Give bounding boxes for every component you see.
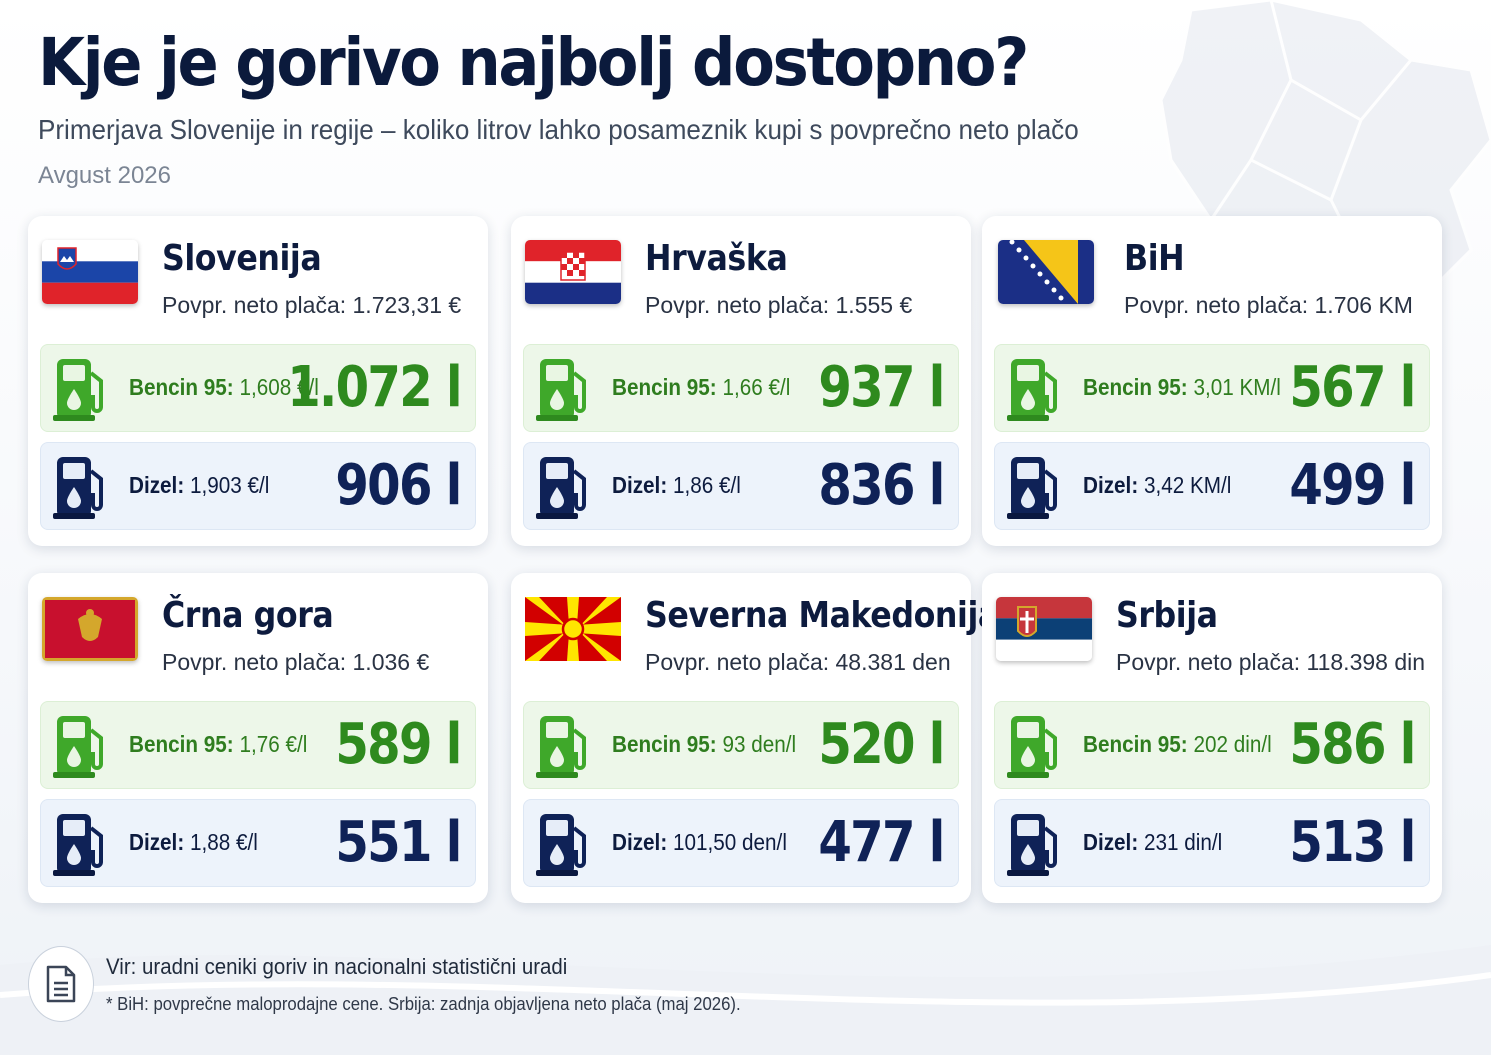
average-salary: Povpr. neto plača: 1.036 € xyxy=(162,649,430,675)
north-macedonia-flag-icon xyxy=(525,597,621,661)
diesel-row: Dizel: 3,42 KM/l 499 l xyxy=(994,442,1430,530)
page-title: Kje je gorivo najbolj dostopno? xyxy=(38,24,1029,101)
fuel-pump-icon xyxy=(1007,359,1057,421)
header: Kje je gorivo najbolj dostopno? Primerja… xyxy=(38,22,1157,190)
petrol-liters: 520 l xyxy=(818,712,946,777)
fuel-pump-icon xyxy=(1007,457,1057,519)
diesel-liters: 513 l xyxy=(1289,810,1417,875)
petrol-price: Bencin 95: 1,66 €/l xyxy=(612,374,791,400)
country-name: Severna Makedonija xyxy=(645,595,999,636)
country-name: Črna gora xyxy=(162,595,334,636)
document-icon xyxy=(28,946,94,1022)
petrol-price: Bencin 95: 93 den/l xyxy=(612,731,797,757)
petrol-liters: 567 l xyxy=(1289,355,1417,420)
petrol-price: Bencin 95: 1,76 €/l xyxy=(129,731,308,757)
croatia-flag-icon xyxy=(525,240,621,304)
petrol-price: Bencin 95: 202 din/l xyxy=(1083,731,1272,757)
country-card-srbija: Srbija Povpr. neto plača: 118.398 din Be… xyxy=(982,573,1442,903)
diesel-price: Dizel: 1,86 €/l xyxy=(612,472,741,498)
road-background xyxy=(0,945,1491,1055)
diesel-price: Dizel: 3,42 KM/l xyxy=(1083,472,1232,498)
fuel-pump-icon xyxy=(53,359,103,421)
average-salary: Povpr. neto plača: 48.381 den xyxy=(645,649,951,675)
average-salary: Povpr. neto plača: 118.398 din xyxy=(1116,649,1426,675)
petrol-row: Bencin 95: 202 din/l 586 l xyxy=(994,701,1430,789)
diesel-price: Dizel: 1,88 €/l xyxy=(129,829,258,855)
country-name: Srbija xyxy=(1116,595,1218,636)
diesel-row: Dizel: 1,88 €/l 551 l xyxy=(40,799,476,887)
petrol-liters: 589 l xyxy=(335,712,463,777)
diesel-liters: 499 l xyxy=(1289,453,1417,518)
average-salary: Povpr. neto plača: 1.723,31 € xyxy=(162,292,462,318)
fuel-pump-icon xyxy=(1007,716,1057,778)
report-date: Avgust 2026 xyxy=(38,162,171,189)
diesel-price: Dizel: 101,50 den/l xyxy=(612,829,787,855)
petrol-liters: 937 l xyxy=(818,355,946,420)
serbia-flag-icon xyxy=(996,597,1092,661)
diesel-row: Dizel: 1,903 €/l 906 l xyxy=(40,442,476,530)
average-salary: Povpr. neto plača: 1.706 KM xyxy=(1124,292,1413,318)
source-text: Vir: uradni ceniki goriv in nacionalni s… xyxy=(106,954,568,979)
country-card-bih: BiH Povpr. neto plača: 1.706 KM Bencin 9… xyxy=(982,216,1442,546)
bosnia-flag-icon xyxy=(998,240,1094,304)
petrol-price: Bencin 95: 1,608 €/l xyxy=(129,374,319,400)
petrol-row: Bencin 95: 1,76 €/l 589 l xyxy=(40,701,476,789)
fuel-pump-icon xyxy=(536,457,586,519)
fuel-pump-icon xyxy=(536,716,586,778)
diesel-row: Dizel: 231 din/l 513 l xyxy=(994,799,1430,887)
country-name: Slovenija xyxy=(162,238,322,279)
montenegro-flag-icon xyxy=(42,597,138,661)
petrol-row: Bencin 95: 93 den/l 520 l xyxy=(523,701,959,789)
footnote-text: * BiH: povprečne maloprodajne cene. Srbi… xyxy=(106,994,741,1014)
diesel-liters: 477 l xyxy=(818,810,946,875)
petrol-price: Bencin 95: 3,01 KM/l xyxy=(1083,374,1281,400)
petrol-liters: 586 l xyxy=(1289,712,1417,777)
fuel-pump-icon xyxy=(1007,814,1057,876)
slovenia-flag-icon xyxy=(42,240,138,304)
diesel-row: Dizel: 101,50 den/l 477 l xyxy=(523,799,959,887)
diesel-row: Dizel: 1,86 €/l 836 l xyxy=(523,442,959,530)
petrol-row: Bencin 95: 3,01 KM/l 567 l xyxy=(994,344,1430,432)
diesel-liters: 551 l xyxy=(335,810,463,875)
country-card-hrvaska: Hrvaška Povpr. neto plača: 1.555 € Benci… xyxy=(511,216,971,546)
petrol-liters: 1.072 l xyxy=(287,355,462,420)
fuel-pump-icon xyxy=(536,359,586,421)
diesel-liters: 906 l xyxy=(335,453,463,518)
fuel-pump-icon xyxy=(536,814,586,876)
diesel-price: Dizel: 231 din/l xyxy=(1083,829,1223,855)
page-subtitle: Primerjava Slovenije in regije – koliko … xyxy=(38,114,1079,145)
petrol-row: Bencin 95: 1,608 €/l 1.072 l xyxy=(40,344,476,432)
country-card-crna-gora: Črna gora Povpr. neto plača: 1.036 € Ben… xyxy=(28,573,488,903)
country-card-slovenija: Slovenija Povpr. neto plača: 1.723,31 € … xyxy=(28,216,488,546)
fuel-pump-icon xyxy=(53,457,103,519)
petrol-row: Bencin 95: 1,66 €/l 937 l xyxy=(523,344,959,432)
fuel-pump-icon xyxy=(53,814,103,876)
average-salary: Povpr. neto plača: 1.555 € xyxy=(645,292,913,318)
country-name: BiH xyxy=(1124,238,1185,279)
diesel-liters: 836 l xyxy=(818,453,946,518)
fuel-pump-icon xyxy=(53,716,103,778)
diesel-price: Dizel: 1,903 €/l xyxy=(129,472,270,498)
country-card-severna-makedonija: Severna Makedonija Povpr. neto plača: 48… xyxy=(511,573,999,903)
country-name: Hrvaška xyxy=(645,238,788,279)
